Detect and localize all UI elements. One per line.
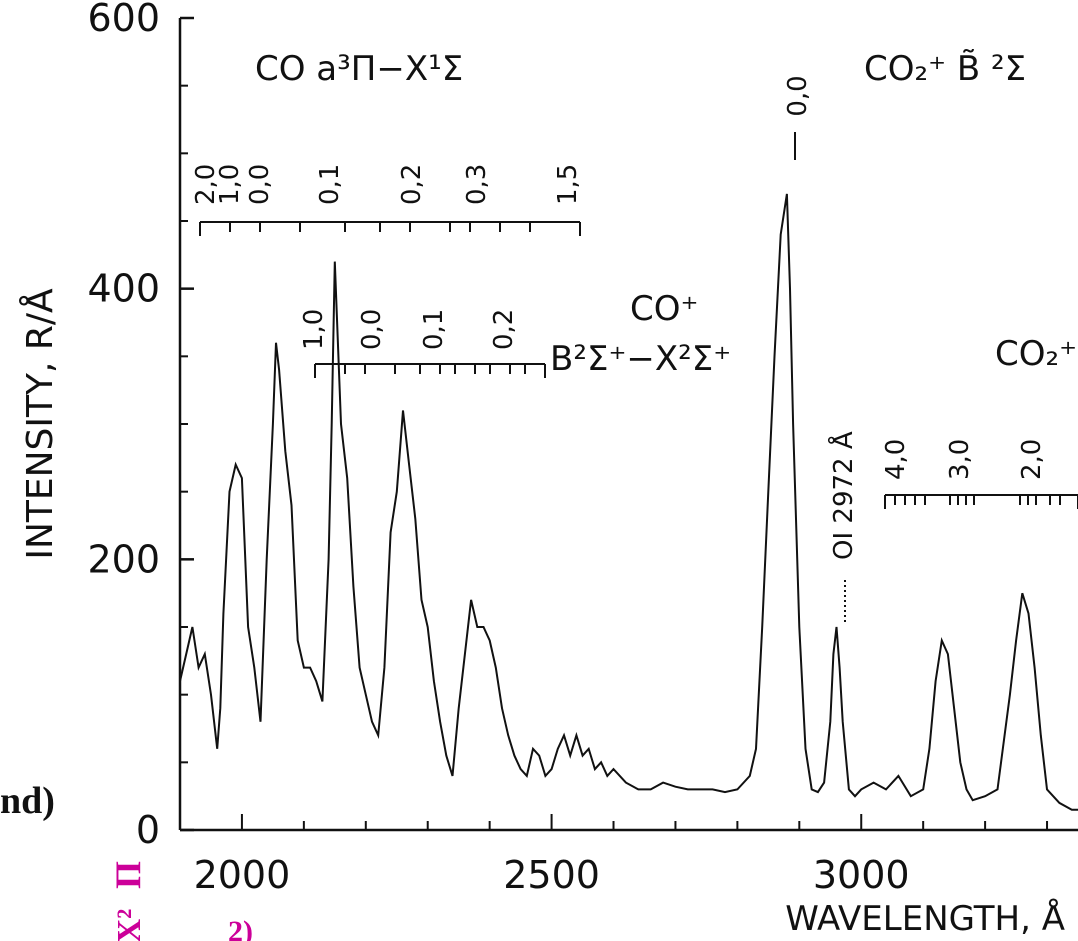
co-a3pi-label-3: 0,1 [315, 164, 345, 205]
x-tick-label-1: 2500 [503, 853, 600, 897]
spectrum-series-line [179, 193, 1078, 811]
co-plus-label-2: 0,1 [419, 309, 449, 350]
co-a3pi-ruler [199, 221, 581, 236]
y-ticks: 0 200 400 600 [87, 0, 194, 852]
co-plus-ruler [314, 363, 546, 378]
bottom-magenta-pi: Π [108, 861, 148, 889]
y-tick-label-2: 400 [87, 267, 160, 311]
oi-line-label: OI 2972 Å [827, 431, 859, 560]
co2-plus-b-band-title: CO₂⁺ B̃ ²Σ [864, 49, 1026, 89]
co2-plus-b-band-label-0: 0,0 [783, 75, 813, 116]
co2-plus-b-band-annotation: CO₂⁺ B̃ ²Σ 0,0 [783, 49, 1026, 160]
y-axis-label: INTENSITY, R/Å [18, 288, 61, 560]
co2-plus-a-label-0: 4,0 [881, 439, 911, 480]
co-a3pi-label-0: 2,0 [191, 164, 221, 205]
y-tick-label-1: 200 [87, 537, 160, 581]
co-plus-band-annotation: CO⁺ B²Σ⁺−X²Σ⁺ 1,0 0,0 0,1 0,2 [299, 289, 731, 379]
co2-plus-a-band-labels: 4,0 3,0 2,0 [881, 439, 1047, 480]
x-ticks: 2000 2500 3000 [179, 814, 1049, 897]
y-tick-label-3: 600 [87, 0, 160, 40]
x-axis-label: WAVELENGTH, Å [785, 898, 1065, 939]
x-tick-label-2: 3000 [813, 853, 910, 897]
co-plus-label-3: 0,2 [489, 309, 519, 350]
co2-plus-a-label-2: 2,0 [1017, 439, 1047, 480]
co-a3pi-label-1: 1,0 [215, 164, 245, 205]
co-plus-label-0: 1,0 [299, 309, 329, 350]
left-partial-text: nd) [0, 780, 55, 822]
y-tick-label-0: 0 [136, 808, 160, 852]
x-tick-label-0: 2000 [194, 853, 291, 897]
co-a3pi-label-6: 1,5 [553, 164, 583, 205]
co2-plus-a-ruler [884, 494, 1078, 509]
co2-plus-a-label-1: 3,0 [945, 439, 975, 480]
bottom-magenta-x: X² [111, 909, 148, 941]
co2-plus-a-band-title: CO₂⁺ [995, 334, 1077, 374]
co-a3pi-label-5: 0,3 [462, 164, 492, 205]
axes [178, 18, 1078, 832]
co-a3pi-band-annotation: CO a³Π−X¹Σ 2,01,0 0,0 0,1 0,2 0,3 1,5 [191, 49, 583, 236]
oi-line-annotation: OI 2972 Å [827, 431, 859, 625]
co-a3pi-band-labels: 2,01,0 0,0 0,1 0,2 0,3 1,5 [191, 164, 583, 205]
co-a3pi-band-title: CO a³Π−X¹Σ [255, 49, 463, 89]
co-a3pi-label-2: 0,0 [245, 164, 275, 205]
co-plus-band-title: CO⁺ [630, 289, 698, 329]
co-plus-band-subtitle: B²Σ⁺−X²Σ⁺ [550, 339, 731, 379]
co-plus-band-labels: 1,0 0,0 0,1 0,2 [299, 309, 519, 350]
co-plus-label-1: 0,0 [357, 309, 387, 350]
bottom-magenta-fragment: 2) [228, 915, 253, 941]
co2-plus-a-band-annotation: CO₂⁺ 4,0 3,0 2,0 [881, 334, 1078, 509]
co-a3pi-label-4: 0,2 [397, 164, 427, 205]
